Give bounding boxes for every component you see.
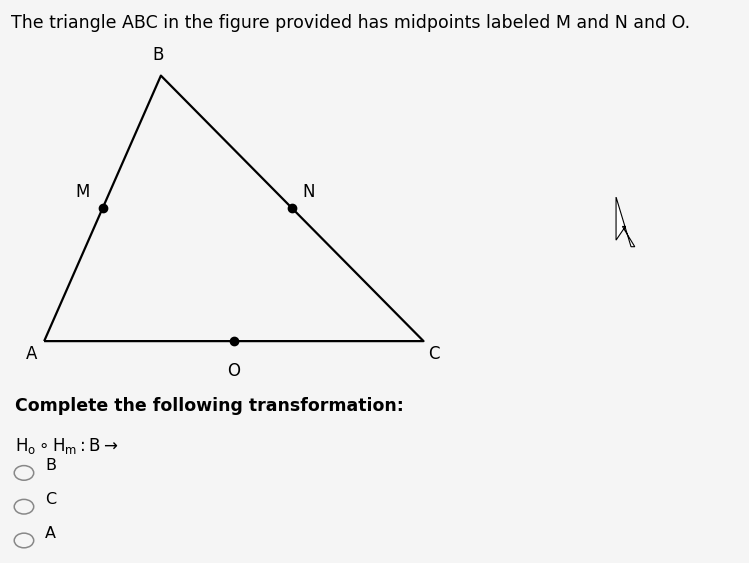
Text: N: N xyxy=(303,183,315,201)
Text: O: O xyxy=(228,363,240,381)
Text: C: C xyxy=(428,345,440,363)
Text: The triangle ABC in the figure provided has midpoints labeled M and N and O.: The triangle ABC in the figure provided … xyxy=(11,14,691,32)
Polygon shape xyxy=(616,197,634,247)
Text: C: C xyxy=(45,492,56,507)
Text: $\mathrm{H_o \circ H_m : B} \rightarrow$: $\mathrm{H_o \circ H_m : B} \rightarrow$ xyxy=(15,436,118,457)
Text: A: A xyxy=(25,345,37,363)
Text: M: M xyxy=(76,183,90,201)
Text: A: A xyxy=(45,526,56,540)
Text: Complete the following transformation:: Complete the following transformation: xyxy=(15,397,404,415)
Text: B: B xyxy=(152,46,164,64)
Text: B: B xyxy=(45,458,56,473)
